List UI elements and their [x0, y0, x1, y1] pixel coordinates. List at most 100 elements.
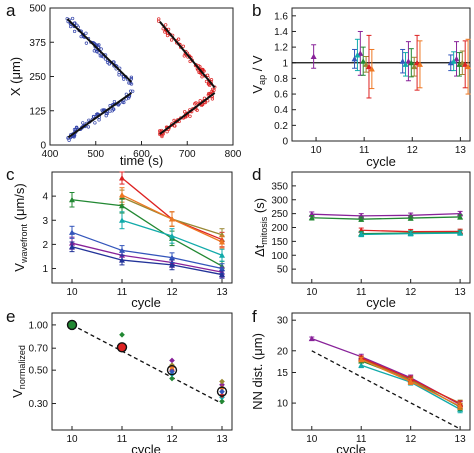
x-tick-label: 12	[405, 287, 417, 298]
x-tick-label: 800	[225, 149, 242, 160]
data-point	[122, 100, 126, 105]
data-marker	[308, 335, 315, 342]
data-marker	[365, 63, 372, 70]
y-tick-label: 150	[271, 237, 288, 248]
x-tick-label: 11	[356, 434, 367, 445]
data-marker	[465, 63, 472, 70]
data-marker	[169, 232, 175, 239]
fit-line	[159, 21, 216, 89]
data-marker	[407, 212, 414, 218]
plot-frame	[291, 312, 471, 431]
plot-frame	[291, 171, 471, 284]
data-point	[219, 381, 225, 388]
y-axis-label: Vap / V	[250, 55, 267, 94]
y-tick-label: 0.50	[29, 366, 49, 377]
data-point	[219, 378, 225, 385]
y-tick-label: 0	[282, 137, 288, 148]
x-tick-label: 13	[216, 287, 228, 298]
y-axis-label: X (μm)	[8, 57, 23, 96]
fit-line	[66, 18, 133, 83]
data-point	[188, 59, 192, 64]
data-point	[127, 81, 131, 85]
data-point	[129, 77, 134, 81]
data-point	[112, 107, 116, 112]
data-marker	[219, 271, 225, 278]
y-tick-label: 375	[29, 38, 46, 49]
data-point	[116, 103, 121, 107]
data-point	[95, 43, 100, 47]
data-point	[99, 47, 103, 51]
data-marker	[363, 61, 370, 67]
x-tick-label: 11	[356, 287, 367, 298]
panel-label: f	[252, 307, 257, 326]
x-tick-label: 11	[117, 434, 128, 445]
data-marker	[119, 247, 125, 253]
data-marker	[416, 61, 423, 67]
data-marker	[447, 59, 454, 66]
data-point	[219, 388, 225, 395]
y-tick-label: 30	[277, 316, 289, 327]
y-tick-label: 250	[29, 72, 46, 83]
data-point	[84, 31, 88, 35]
data-marker	[351, 55, 358, 62]
y-tick-label: 200	[271, 223, 288, 234]
data-marker	[169, 254, 175, 261]
panel-a: 400 500 600 700 800 0 125 250 375 500 time (s) X (μ…	[6, 1, 242, 168]
plot-frame	[51, 312, 233, 431]
x-tick-label: 13	[455, 434, 467, 445]
panel-d: 10 11 12 13 50 100 150 200 250 300 350 cycle Δtmitos…	[252, 165, 471, 310]
data-marker	[407, 378, 414, 385]
data-marker	[411, 63, 418, 70]
y-tick-label: 100	[271, 251, 288, 262]
data-point	[169, 38, 174, 42]
data-point	[129, 75, 134, 79]
data-marker	[358, 231, 365, 237]
data-marker	[119, 257, 125, 263]
data-marker	[119, 175, 125, 181]
data-marker	[169, 261, 175, 268]
data-marker	[408, 59, 415, 66]
y-tick-label: 250	[271, 209, 288, 220]
data-point	[164, 23, 168, 27]
y-tick-label: 1.00	[29, 320, 49, 331]
y-axis-label: Vwavefront (μm/s)	[12, 183, 29, 271]
data-marker	[69, 229, 75, 235]
fit-line	[159, 92, 216, 135]
data-marker	[358, 356, 365, 363]
x-tick-label: 11	[117, 287, 128, 298]
y-tick-label: 1.4	[274, 27, 288, 38]
series-line	[311, 216, 461, 220]
data-marker	[456, 61, 463, 67]
x-tick-label: 10	[306, 287, 318, 298]
data-point	[81, 121, 85, 125]
x-tick-label: 13	[455, 145, 467, 156]
data-marker	[457, 403, 464, 409]
data-marker	[407, 215, 414, 221]
x-axis-label: cycle	[336, 442, 366, 453]
data-point	[204, 79, 209, 84]
y-axis-label: Vnormalized	[10, 345, 27, 398]
data-point	[129, 82, 134, 86]
x-tick-label: 12	[166, 434, 178, 445]
data-marker	[169, 216, 175, 222]
data-point	[169, 375, 175, 382]
x-tick-label: 700	[179, 149, 196, 160]
panel-label: b	[252, 1, 261, 20]
data-point	[87, 118, 91, 122]
series-line	[71, 199, 223, 267]
data-point	[72, 29, 77, 34]
y-tick-label: 4	[42, 192, 48, 203]
x-tick-label: 13	[216, 434, 228, 445]
plot-frame	[51, 171, 233, 284]
data-point	[200, 75, 204, 79]
data-marker	[310, 53, 317, 60]
data-marker	[358, 216, 365, 222]
data-marker	[457, 230, 464, 236]
data-marker	[358, 362, 365, 368]
data-point	[84, 41, 89, 45]
data-point	[165, 130, 169, 134]
y-tick-label: 3	[42, 216, 48, 227]
data-marker	[453, 55, 460, 62]
y-tick-label: 0.6	[274, 90, 288, 101]
